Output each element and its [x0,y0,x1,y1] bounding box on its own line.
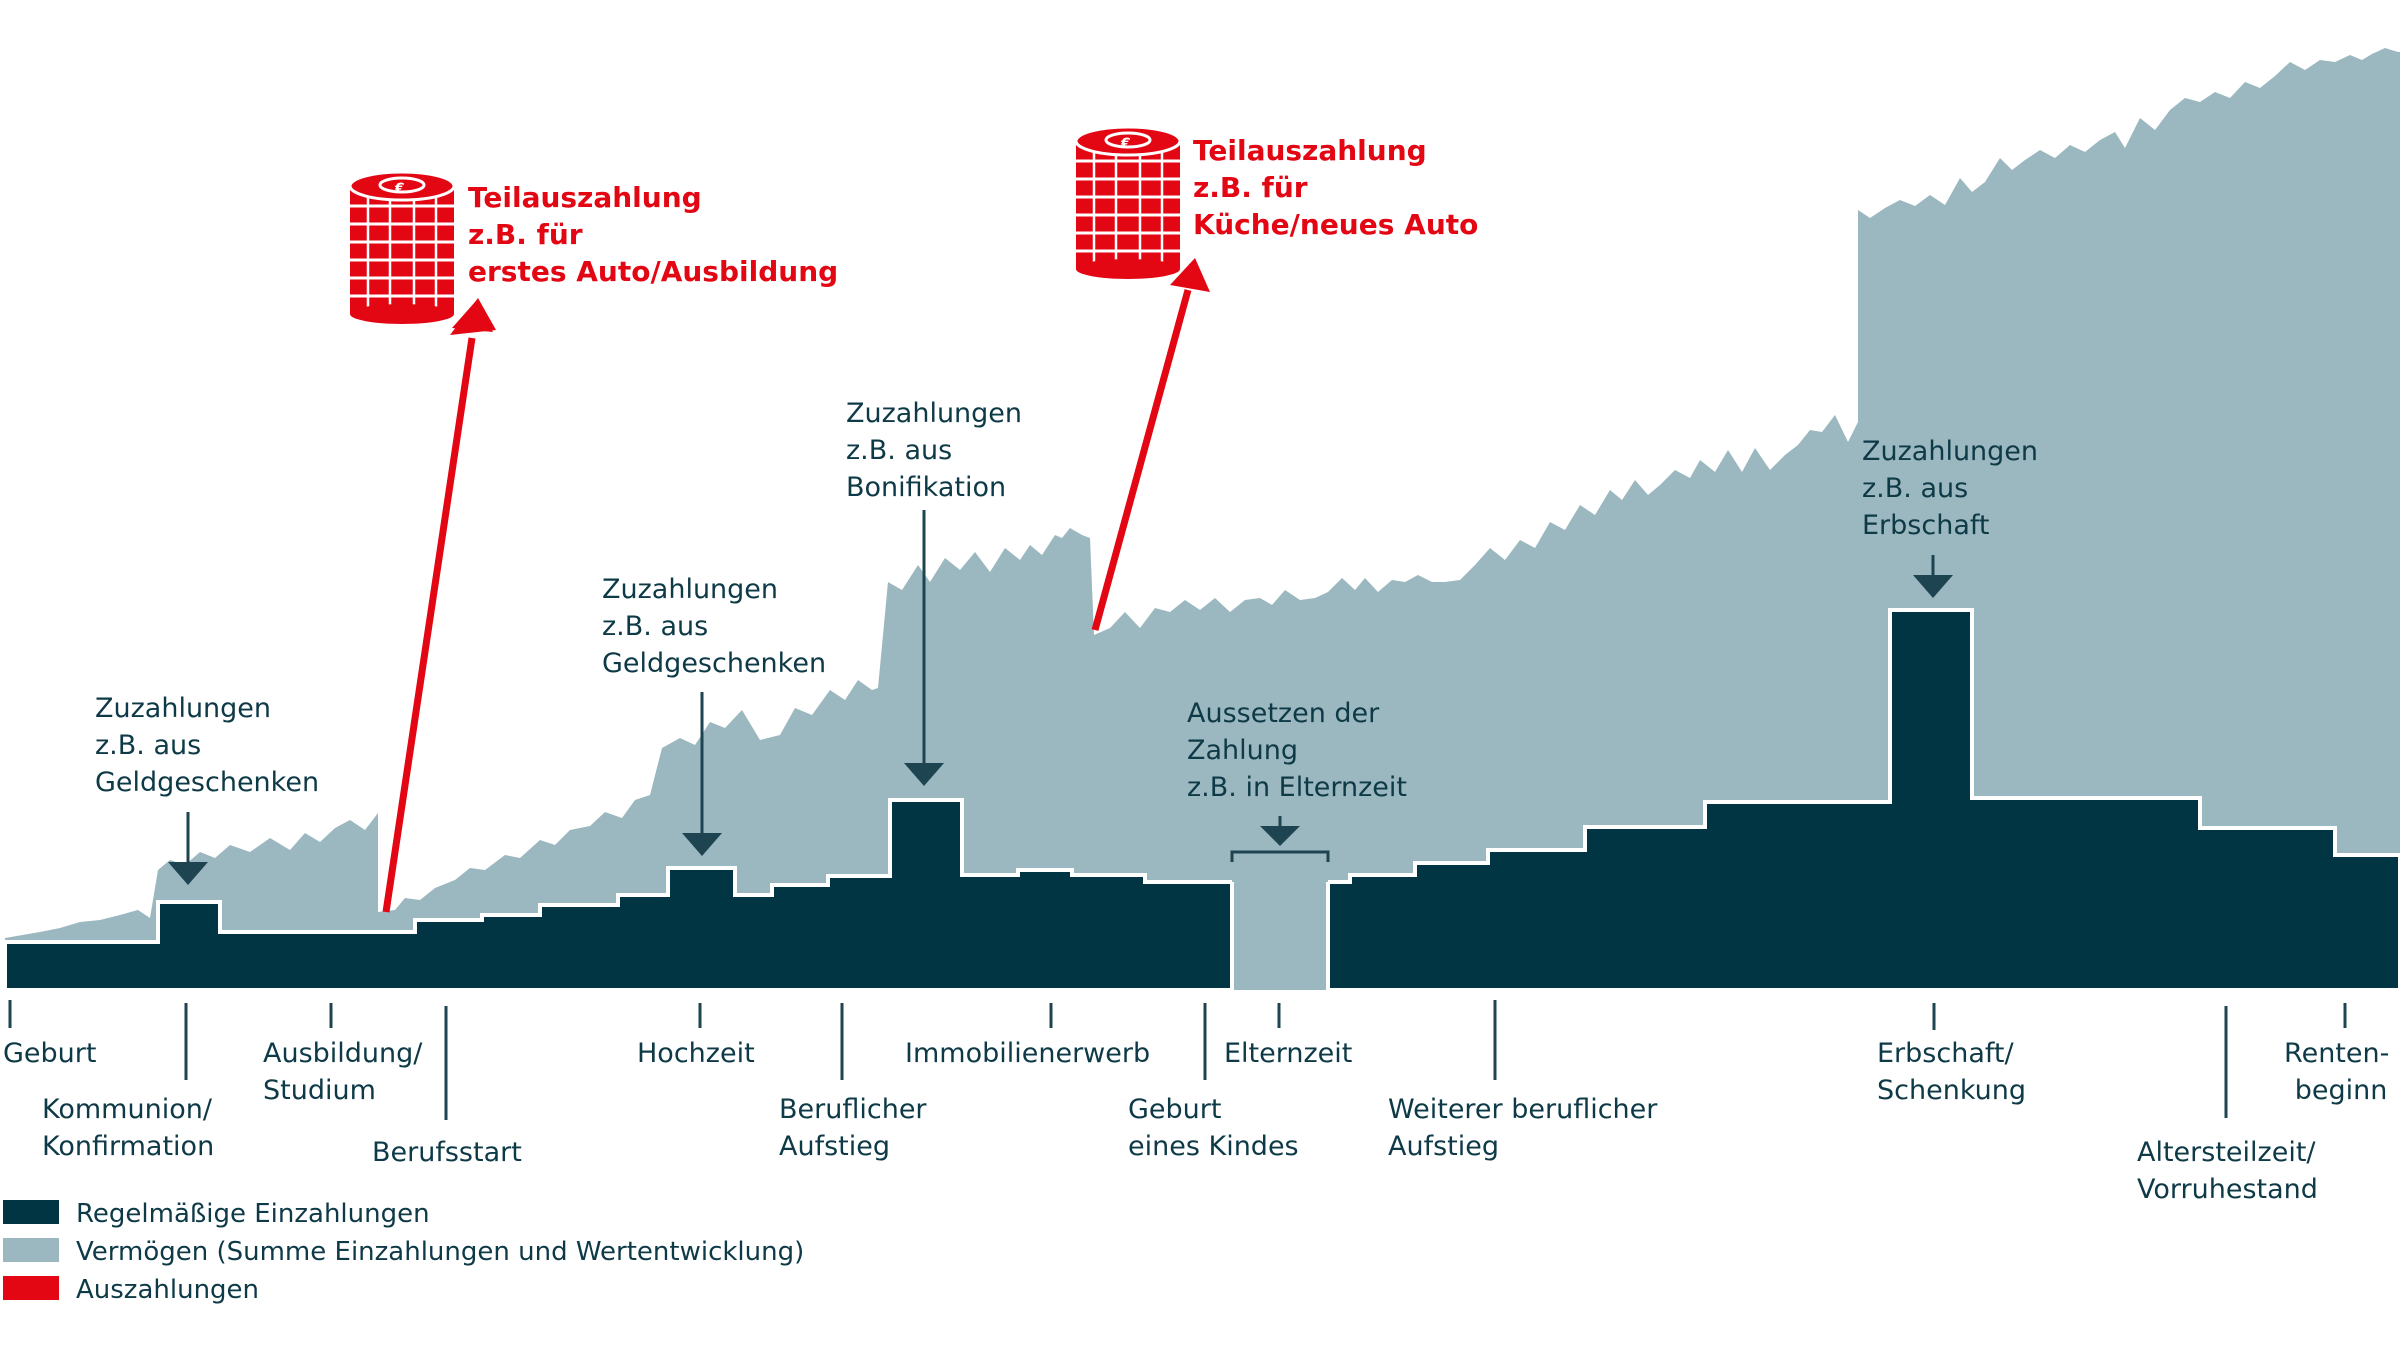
legend-swatch-wealth [3,1238,59,1262]
timeline-label-wedding: Hochzeit [637,1038,755,1069]
timeline-label-retirement: Renten- beginn [2284,1038,2398,1106]
euro-coin-stack-icon [348,170,456,326]
timeline-label-birth: Geburt [3,1038,96,1069]
regular-payments-area [3,608,2402,992]
legend-label-wealth: Vermögen (Summe Einzahlungen und Wertent… [76,1237,804,1267]
callout-inheritance: Zuzahlungen z.B. aus Erbschaft [1862,436,2047,541]
timeline-label-communion: Kommunion/ Konfirmation [42,1094,221,1162]
timeline-label-career-start: Berufsstart [372,1137,522,1168]
pause-gap-area [1232,855,1328,990]
payout-arrow-2 [1091,258,1210,631]
wealth-area [5,48,2400,990]
callout-gifts-2: Zuzahlungen z.B. aus Geldgeschenken [602,574,826,679]
legend-label-payouts: Auszahlungen [76,1275,259,1305]
timeline-label-inheritance: Erbschaft/ Schenkung [1877,1038,2026,1106]
callout-bonus: Zuzahlungen z.B. aus Bonifikation [846,398,1031,503]
payout-arrow-1 [382,298,496,913]
timeline-label-property: Immobilienerwerb [905,1038,1150,1069]
timeline-label-parental-leave: Elternzeit [1224,1038,1352,1069]
timeline-label-child-birth: Geburt eines Kindes [1128,1094,1299,1162]
timeline-label-promotion: Beruflicher Aufstieg [779,1094,935,1162]
legend-swatch-regular [3,1200,59,1224]
callout-pause: Aussetzen der Zahlung z.B. in Elternzeit [1187,698,1407,803]
legend: Regelmäßige Einzahlungen Vermögen (Summe… [3,1199,804,1305]
legend-swatch-payouts [3,1276,59,1300]
callout-gifts-1: Zuzahlungen z.B. aus Geldgeschenken [95,693,319,798]
callout-pointers [168,510,1953,885]
legend-label-regular: Regelmäßige Einzahlungen [76,1199,430,1229]
payout-label-2: Teilauszahlung z.B. für Küche/neues Auto [1193,134,1478,241]
euro-coin-stack-icon [1074,125,1182,281]
payout-label-1: Teilauszahlung z.B. für erstes Auto/Ausb… [468,181,838,288]
timeline-ticks [8,1000,2347,1120]
timeline-label-education: Ausbildung/ Studium [263,1038,431,1106]
timeline-label-further-promotion: Weiterer beruflicher Aufstieg [1388,1094,1666,1162]
timeline-label-early-retirement: Altersteilzeit/ Vorruhestand [2137,1137,2324,1205]
timeline-labels: Geburt Kommunion/ Konfirmation Ausbildun… [3,1038,2398,1205]
